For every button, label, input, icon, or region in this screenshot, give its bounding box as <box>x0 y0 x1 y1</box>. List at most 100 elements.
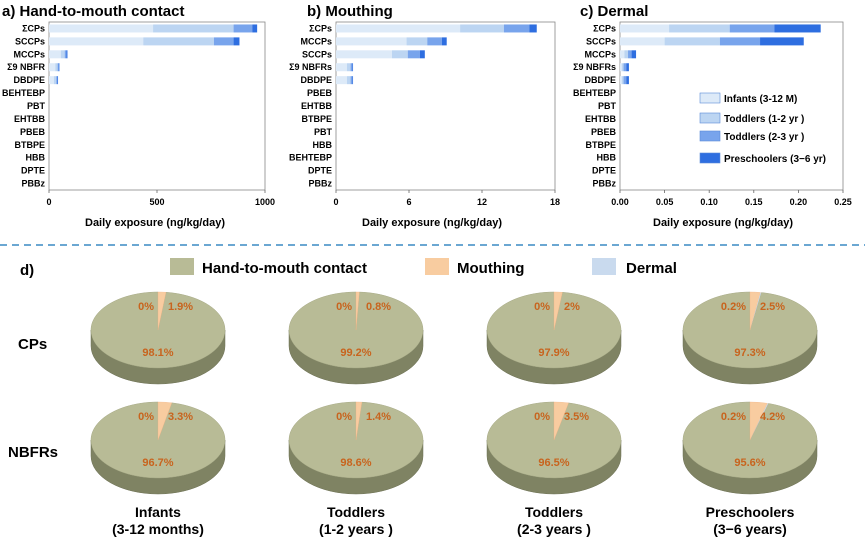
y-tick-label: PBBz <box>592 179 616 189</box>
y-tick-label: PBEB <box>307 88 333 98</box>
panel-a-title: a) Hand-to-mouth contact <box>2 3 184 20</box>
pie-label-dermal: 0% <box>534 301 550 313</box>
legend-swatch-mouthing <box>425 258 449 275</box>
pie-label-hand-to-mouth: 98.6% <box>340 457 371 469</box>
y-tick-label: DPTE <box>308 166 332 176</box>
y-tick-label: HBB <box>597 153 617 163</box>
y-tick-label: PBEB <box>20 127 46 137</box>
y-tick-label: HBB <box>26 153 46 163</box>
x-tick-label: 0.05 <box>656 197 674 207</box>
bar-segment <box>406 37 428 46</box>
pie-label-mouthing: 3.5% <box>564 411 589 423</box>
bar-segment <box>49 76 54 85</box>
pie-label-hand-to-mouth: 96.5% <box>538 457 569 469</box>
bar-segment <box>143 37 214 46</box>
legend-label-dermal: Dermal <box>626 260 677 277</box>
bar-chart-a: ΣCPs SCCPs MCCPs Σ9 NBFR DBDPE BEHTEBP PBT EHTB… <box>2 21 275 207</box>
pie-chart: 97.9% 2% 0% <box>486 291 622 385</box>
pie-chart: 97.3% 2.5% 0.2% <box>682 291 818 385</box>
bar-segment <box>620 76 622 85</box>
plot-frame-a <box>48 21 266 191</box>
bar-chart-c: ΣCPs SCCPs MCCPs Σ9 NBFRs DBDPE BEHTEBP PBT EHT… <box>573 21 852 207</box>
col-label-toddlers-1-2-age: (1-2 years ) <box>319 521 393 537</box>
bar-segment <box>352 63 354 72</box>
legend-swatch <box>699 92 721 104</box>
x-tick-label: 500 <box>149 197 164 207</box>
bar-segment <box>64 50 67 59</box>
pie-label-hand-to-mouth: 98.1% <box>142 347 173 359</box>
y-tick-label: ΣCPs <box>22 23 45 33</box>
bar-segment <box>407 50 420 59</box>
y-tick-label: BEHTEBP <box>2 88 45 98</box>
y-tick-label: EHTBB <box>301 101 332 111</box>
bar-segment <box>336 24 461 33</box>
bar-segment <box>774 24 821 33</box>
y-tick-label: SCCPs <box>302 49 332 59</box>
bar-segment <box>49 50 61 59</box>
y-tick-label: SCCPs <box>586 36 616 46</box>
legend-label: Toddlers (1-2 yr ) <box>724 114 804 125</box>
y-tick-label: ΣCPs <box>309 23 332 33</box>
bar-segment <box>350 63 353 72</box>
pie-slice-mouthing <box>355 291 360 331</box>
bar-segment <box>391 50 408 59</box>
pie-label-dermal: 0% <box>138 411 154 423</box>
bar-chart-b: ΣCPs MCCPs SCCPs Σ9 NBFRs DBDPE PBEB EHTBB BTBP… <box>289 21 560 207</box>
bar-segment <box>336 37 407 46</box>
pie-label-mouthing: 1.4% <box>366 411 391 423</box>
pie-chart: 95.6% 4.2% 0.2% <box>682 401 818 495</box>
pie-chart: 98.1% 1.9% 0% <box>90 291 226 385</box>
pie-slice-mouthing <box>157 401 173 441</box>
y-tick-label: DPTE <box>21 166 45 176</box>
pie-slice-dermal <box>750 403 769 440</box>
bar-segment <box>624 50 629 59</box>
y-tick-label: MCCPs <box>584 49 616 59</box>
y-tick-label: PBBz <box>21 179 45 189</box>
col-label-infants: Infants <box>135 504 181 520</box>
x-tick-label: 0.15 <box>745 197 763 207</box>
bar-segment <box>57 76 59 85</box>
bar-segment <box>66 50 68 59</box>
pie-slice-mouthing <box>157 291 167 331</box>
bar-segment <box>58 63 60 72</box>
legend-swatch <box>699 130 721 142</box>
bar-segment <box>55 63 58 72</box>
bar-segment <box>336 76 347 85</box>
bar-segment <box>664 37 720 46</box>
bar-segment <box>719 37 761 46</box>
y-tick-label: MCCPs <box>13 49 45 59</box>
col-label-toddlers-2-3: Toddlers <box>525 504 583 520</box>
legend-label: Infants (3-12 M) <box>724 94 797 105</box>
pie-label-hand-to-mouth: 97.9% <box>538 347 569 359</box>
pie-label-dermal: 0% <box>534 411 550 423</box>
bar-segment <box>503 24 530 33</box>
bar-legend: Infants (3-12 M) Toddlers (1-2 yr ) Toddle… <box>699 92 826 165</box>
pie-slice-mouthing <box>355 401 363 441</box>
bar-segment <box>621 76 624 85</box>
legend-label-hand-to-mouth: Hand-to-mouth contact <box>202 260 367 277</box>
bar-segment <box>626 63 629 72</box>
y-tick-label: ΣCPs <box>593 23 616 33</box>
x-tick-label: 0 <box>46 197 51 207</box>
pie-slice-dermal <box>750 292 762 330</box>
bar-segment <box>626 76 629 85</box>
pie-label-hand-to-mouth: 95.6% <box>734 457 765 469</box>
bar-segment <box>620 24 670 33</box>
bar-segment <box>441 37 447 46</box>
pie-label-dermal: 0.2% <box>721 411 746 423</box>
col-label-toddlers-1-2: Toddlers <box>327 504 385 520</box>
pie-label-mouthing: 3.3% <box>168 411 193 423</box>
pie-slice-mouthing <box>749 401 768 441</box>
chart-layer: ΣCPs SCCPs MCCPs Σ9 NBFR DBDPE BEHTEBP PBT EHTB… <box>2 21 852 495</box>
bar-segment <box>427 37 442 46</box>
y-tick-label: EHTBB <box>585 114 616 124</box>
bar-segment <box>623 76 627 85</box>
legend-swatch-hand-to-mouth <box>170 258 194 275</box>
y-tick-label: PBEB <box>591 127 617 137</box>
legend-swatch-dermal <box>592 258 616 275</box>
y-tick-label: SCCPs <box>15 36 45 46</box>
pie-slice-mouthing <box>749 291 761 331</box>
pie-legend: Hand-to-mouth contact Mouthing Dermal <box>170 258 677 277</box>
